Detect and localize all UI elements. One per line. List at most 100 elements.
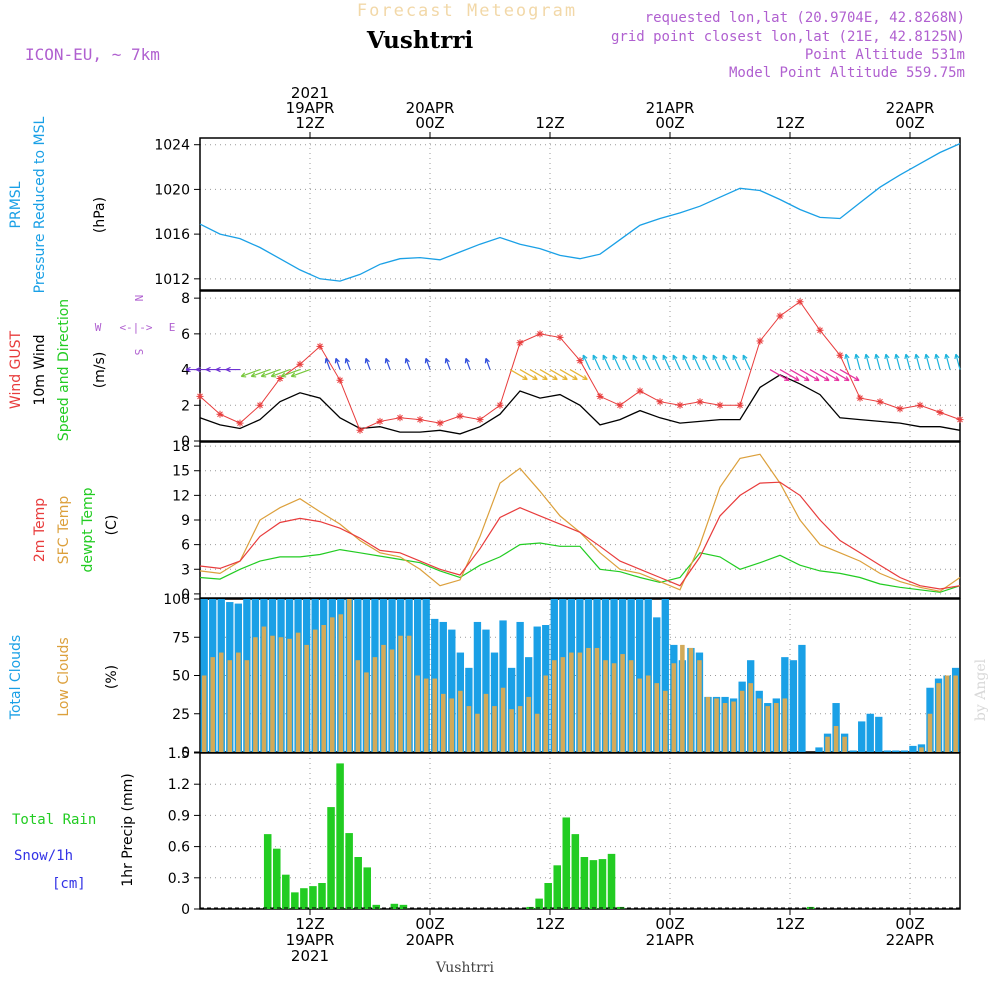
gust-point	[796, 298, 804, 306]
bottom-time-label: 00Z	[655, 915, 684, 933]
low-cloud-bar	[312, 629, 318, 752]
gust-point	[536, 330, 544, 338]
low-cloud-bar	[833, 725, 839, 752]
low-cloud-bar	[329, 617, 335, 752]
gust-point	[356, 426, 364, 434]
temp-ytick-label: 18	[172, 439, 190, 455]
pressure-label-desc: Pressure Reduced to MSL	[32, 116, 48, 293]
low-cloud-bar	[731, 701, 736, 752]
low-cloud-bar	[270, 635, 275, 752]
low-cloud-bar	[492, 706, 497, 752]
gust-point	[956, 416, 964, 424]
gust-point	[236, 419, 244, 427]
model-label: ICON-EU, ~ 7km	[25, 45, 160, 64]
low-cloud-bar	[552, 660, 557, 752]
wind-arrow	[692, 354, 701, 370]
low-cloud-bar	[714, 698, 719, 752]
top-time-label: 12Z	[295, 114, 324, 132]
pressure-ytick-label: 1020	[154, 182, 190, 198]
gust-point	[816, 326, 824, 334]
low-cloud-bar	[423, 678, 429, 752]
gust-point	[516, 339, 524, 347]
wind-arrow	[384, 357, 391, 370]
total-cloud-bar	[849, 750, 857, 752]
rain-bar	[372, 904, 381, 909]
wind-arrow	[732, 354, 741, 370]
top-time-label: 12Z	[535, 114, 564, 132]
top-time-label: 00Z	[655, 114, 684, 132]
precip-panel-bg	[200, 753, 960, 909]
total-cloud-bar	[533, 626, 541, 752]
low-cloud-bar	[227, 660, 233, 752]
total-cloud-bar	[875, 716, 883, 752]
low-cloud-bar	[381, 644, 386, 752]
rain-bar	[544, 883, 552, 909]
total-cloud-bar	[448, 629, 456, 752]
wind-arrow	[404, 357, 411, 370]
low-cloud-bar	[201, 675, 207, 752]
cloud-ytick-label: 25	[172, 707, 190, 723]
low-cloud-bar	[560, 657, 566, 752]
gust-point	[336, 376, 344, 384]
low-cloud-bar	[663, 690, 668, 752]
bottom-time-label: 00Z	[895, 915, 924, 933]
rain-bar	[589, 860, 598, 909]
wind-compass: N W <-|-> E S	[95, 295, 176, 356]
rain-bar	[399, 904, 408, 909]
low-cloud-bar	[517, 706, 523, 752]
wind-arrow	[799, 369, 820, 382]
wind-10m-label: 10m Wind	[32, 334, 48, 405]
wind-arrow	[904, 353, 911, 370]
bottom-time-label: 21APR	[646, 931, 695, 949]
precip-ytick-label: 0	[181, 902, 190, 918]
wind-arrow	[769, 369, 790, 382]
pressure-panel-frame	[199, 137, 961, 291]
wind-arrow	[444, 357, 451, 370]
dewpoint-series-line	[199, 542, 961, 593]
low-cloud-bar	[628, 660, 634, 752]
gust-point	[416, 416, 424, 424]
wind-arrow	[934, 353, 941, 370]
wind-arrow	[742, 354, 751, 370]
wind-panel-frame	[199, 290, 961, 442]
top-time-label: 19APR	[286, 99, 335, 117]
gust-point	[916, 401, 924, 409]
wind-arrow	[225, 366, 240, 373]
wind-ytick-label: 8	[181, 291, 190, 307]
low-cloud-bar	[253, 637, 258, 752]
wind-arrow	[364, 357, 371, 370]
wind-arrow	[260, 369, 281, 378]
low-cloud-bar	[389, 649, 395, 752]
wind-arrow	[290, 369, 311, 378]
wind-arrow	[539, 369, 558, 381]
wind-arrow	[529, 369, 548, 381]
rain-bar	[390, 903, 399, 909]
low-cloud-bar	[295, 632, 301, 752]
low-cloud-bar	[569, 652, 574, 752]
temp-ytick-label: 0	[181, 587, 190, 603]
total-cloud-bar	[473, 621, 482, 752]
gust-point	[736, 401, 744, 409]
low-cloud-bar	[534, 713, 540, 752]
precip-ytick-label: 0.6	[168, 840, 190, 856]
rain-bar	[300, 888, 308, 909]
low-cloud-bar	[782, 698, 788, 752]
gust-point	[396, 414, 404, 422]
wind-arrow	[334, 357, 341, 370]
low-cloud-bar	[748, 683, 753, 752]
rain-bar	[318, 883, 326, 909]
total-cloud-bar	[892, 750, 900, 752]
temp-unit: (C)	[104, 515, 120, 536]
temp-ytick-label: 3	[181, 562, 190, 578]
temp-panel-frame	[199, 441, 961, 599]
low-cloud-bar	[449, 698, 455, 752]
rain-bar	[580, 857, 589, 909]
low-cloud-bar	[637, 678, 642, 752]
wind-arrow	[324, 357, 331, 370]
total-cloud-bar	[636, 599, 644, 752]
total-cloud-bar	[439, 621, 447, 752]
low-cloud-bar	[406, 635, 412, 752]
low-cloud-bar	[372, 657, 378, 752]
total-cloud-bar	[789, 660, 798, 752]
wind-arrow	[464, 357, 471, 370]
